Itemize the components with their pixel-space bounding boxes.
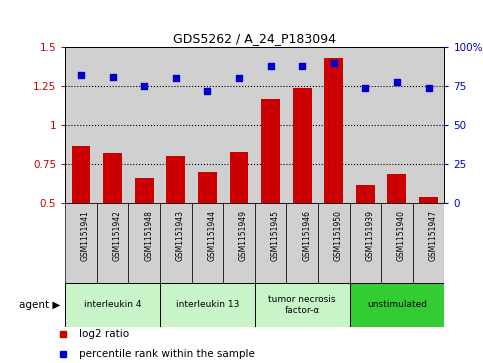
Bar — [261, 99, 280, 203]
Text: GSM1151940: GSM1151940 — [397, 210, 406, 261]
Bar — [65, 283, 160, 327]
Bar — [350, 203, 381, 283]
Bar — [65, 203, 97, 283]
Text: GSM1151950: GSM1151950 — [334, 210, 343, 261]
Bar — [324, 58, 343, 203]
Title: GDS5262 / A_24_P183094: GDS5262 / A_24_P183094 — [173, 32, 336, 45]
Bar — [413, 47, 444, 203]
Text: agent ▶: agent ▶ — [19, 300, 60, 310]
Text: GSM1151942: GSM1151942 — [113, 210, 122, 261]
Text: GSM1151944: GSM1151944 — [207, 210, 216, 261]
Bar — [160, 47, 192, 203]
Bar — [128, 47, 160, 203]
Bar — [381, 203, 413, 283]
Bar — [223, 203, 255, 283]
Text: tumor necrosis
factor-α: tumor necrosis factor-α — [269, 295, 336, 315]
Point — [203, 88, 211, 94]
Text: GSM1151947: GSM1151947 — [428, 210, 438, 261]
Bar — [103, 153, 122, 203]
Point — [77, 72, 85, 78]
Bar — [419, 197, 438, 203]
Bar — [223, 47, 255, 203]
Bar — [318, 47, 350, 203]
Bar — [71, 146, 90, 203]
Bar — [97, 47, 128, 203]
Text: unstimulated: unstimulated — [367, 301, 427, 309]
Bar — [356, 184, 375, 203]
Bar — [387, 174, 407, 203]
Text: interleukin 4: interleukin 4 — [84, 301, 142, 309]
Bar — [160, 203, 192, 283]
Bar — [97, 203, 128, 283]
Text: GSM1151945: GSM1151945 — [270, 210, 280, 261]
Point — [141, 83, 148, 89]
Point — [235, 76, 243, 81]
Bar — [135, 178, 154, 203]
Bar — [255, 283, 350, 327]
Text: GSM1151946: GSM1151946 — [302, 210, 311, 261]
Text: percentile rank within the sample: percentile rank within the sample — [79, 349, 255, 359]
Bar — [286, 203, 318, 283]
Text: GSM1151943: GSM1151943 — [176, 210, 185, 261]
Bar — [318, 203, 350, 283]
Point — [393, 79, 401, 85]
Bar — [293, 88, 312, 203]
Bar — [350, 47, 381, 203]
Bar — [255, 47, 286, 203]
Text: GSM1151948: GSM1151948 — [144, 210, 153, 261]
Text: GSM1151941: GSM1151941 — [81, 210, 90, 261]
Bar — [413, 203, 444, 283]
Bar — [65, 47, 97, 203]
Bar — [192, 47, 223, 203]
Text: interleukin 13: interleukin 13 — [176, 301, 239, 309]
Point — [330, 60, 338, 66]
Bar — [128, 203, 160, 283]
Bar — [160, 283, 255, 327]
Bar — [229, 152, 248, 203]
Point — [267, 63, 274, 69]
Bar — [286, 47, 318, 203]
Bar — [192, 203, 223, 283]
Point — [172, 76, 180, 81]
Point — [298, 63, 306, 69]
Point — [361, 85, 369, 91]
Point — [425, 85, 432, 91]
Text: log2 ratio: log2 ratio — [79, 329, 129, 339]
Bar — [198, 172, 217, 203]
Point — [109, 74, 116, 80]
Bar — [381, 47, 413, 203]
Bar — [350, 283, 444, 327]
Text: GSM1151939: GSM1151939 — [365, 210, 374, 261]
Bar — [255, 203, 286, 283]
Bar — [166, 156, 185, 203]
Text: GSM1151949: GSM1151949 — [239, 210, 248, 261]
